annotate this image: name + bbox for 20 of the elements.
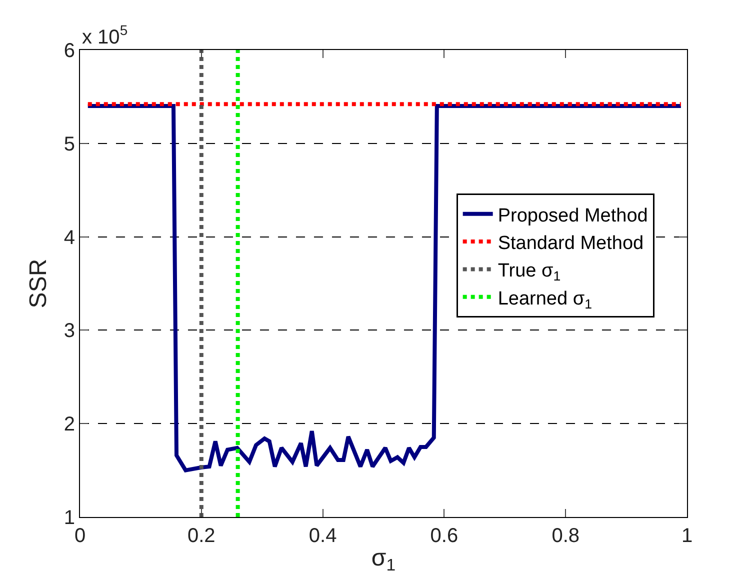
y-axis-title: SSR xyxy=(24,258,52,308)
x-tick-label: 0.2 xyxy=(187,525,216,547)
y-tick-label: 5 xyxy=(64,133,75,156)
x-tick-label: 0.8 xyxy=(552,525,580,547)
legend-label: Proposed Method xyxy=(498,205,648,226)
y-tick-label: 3 xyxy=(64,320,75,342)
y-tick-label: 2 xyxy=(64,414,75,436)
legend-label: True σ$_{1}$ xyxy=(498,260,561,284)
x-tick-label: 0 xyxy=(74,525,86,547)
x-tick-label: 0.4 xyxy=(308,525,337,547)
legend-label: Standard Method xyxy=(498,232,644,254)
x-tick-label: 1 xyxy=(681,525,693,547)
y-tick-label: 1 xyxy=(64,507,75,529)
x-tick-label: 0.6 xyxy=(430,525,458,547)
y-tick-label: 4 xyxy=(64,226,75,249)
y-tick-label: 6 xyxy=(64,40,75,62)
text: x 10$^{5}$ xyxy=(82,22,128,48)
line-series xyxy=(86,104,683,472)
x-axis-title: σ$_{1}$ xyxy=(371,544,396,574)
legend-label: Learned σ$_{1}$ xyxy=(498,288,592,312)
